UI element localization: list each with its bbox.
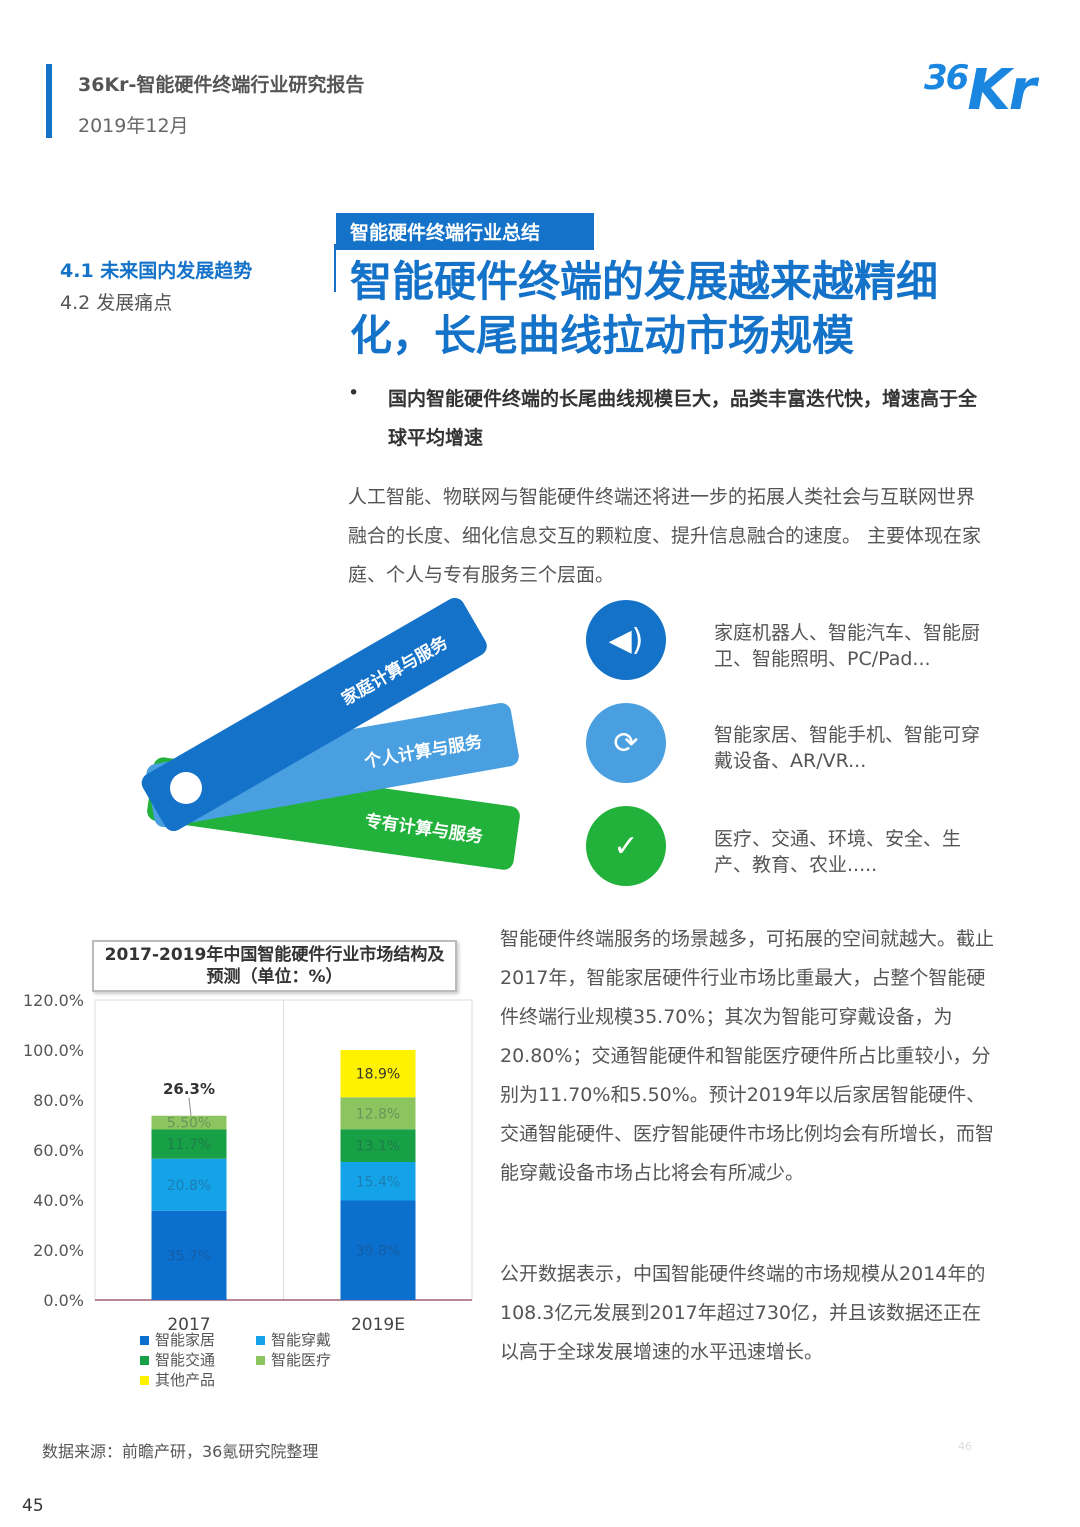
leader-line	[188, 1097, 192, 1116]
subhead: 国内智能硬件终端的长尾曲线规模巨大，品类丰富迭代快，增速高于全球平均增速	[388, 388, 978, 449]
section-tag: 智能硬件终端行业总结	[336, 213, 594, 250]
bar-segment	[151, 1210, 227, 1300]
data-label: 26.3%	[163, 1080, 215, 1098]
legend-label: 智能家居	[155, 1331, 215, 1349]
speaker-icon: ◀)	[586, 600, 666, 680]
category-dedicated-text: 医疗、交通、环境、安全、生产、教育、农业.....	[714, 828, 962, 876]
header-accent-bar	[46, 64, 52, 138]
legend-label: 其他产品	[155, 1371, 215, 1389]
data-label: 11.7%	[167, 1137, 211, 1153]
data-label: 13.1%	[356, 1139, 400, 1155]
bar-segment	[340, 1097, 416, 1130]
bullet-icon: •	[348, 382, 360, 404]
divider	[334, 244, 336, 292]
category-home-text: 家庭机器人、智能汽车、智能厨卫、智能照明、PC/Pad...	[714, 622, 981, 670]
data-label: 39.8%	[356, 1243, 400, 1259]
paragraph-market-size: 公开数据表示，中国智能硬件终端的市场规模从2014年的108.3亿元发展到201…	[500, 1263, 986, 1363]
data-label: 35.7%	[167, 1248, 211, 1264]
chart-title: 2017-2019年中国智能硬件行业市场结构及预测（单位：%）	[92, 940, 457, 992]
page-number: 45	[22, 1496, 44, 1516]
report-title: 36Kr-智能硬件终端行业研究报告	[78, 74, 365, 96]
hole-icon	[170, 772, 202, 804]
report-date: 2019年12月	[78, 115, 189, 137]
legend-swatch	[140, 1336, 149, 1345]
y-tick-label: 80.0%	[33, 1091, 84, 1110]
category-personal-text: 智能家居、智能手机、智能可穿戴设备、AR/VR...	[714, 724, 981, 772]
y-tick-label: 20.0%	[33, 1241, 84, 1260]
data-label: 5.50%	[167, 1116, 211, 1132]
tab-label: 专有计算与服务	[363, 810, 485, 847]
nav-item-trends[interactable]: 4.1 未来国内发展趋势	[60, 260, 253, 282]
logo-36kr: 36Kr	[924, 58, 1036, 123]
legend-label: 智能交通	[155, 1351, 215, 1369]
shield-check-icon: ✓	[586, 806, 666, 886]
y-tick-label: 120.0%	[23, 991, 84, 1010]
nav-item-pain-points[interactable]: 4.2 发展痛点	[60, 292, 173, 314]
data-source: 数据来源：前瞻产研，36氪研究院整理	[42, 1442, 319, 1461]
x-tick-label: 2019E	[351, 1315, 405, 1335]
bar-segment	[151, 1129, 227, 1159]
tab-label: 个人计算与服务	[362, 731, 484, 772]
bar-segment	[151, 1115, 227, 1130]
data-label: 12.8%	[356, 1106, 400, 1122]
sync-icon: ⟳	[586, 703, 666, 783]
legend-swatch	[256, 1356, 265, 1365]
legend-label: 智能穿戴	[271, 1331, 331, 1349]
bar-segment	[340, 1200, 416, 1300]
y-tick-label: 40.0%	[33, 1191, 84, 1210]
legend-swatch	[140, 1376, 149, 1385]
y-tick-label: 0.0%	[43, 1291, 84, 1310]
data-label: 20.8%	[167, 1178, 211, 1194]
legend-label: 智能医疗	[271, 1351, 331, 1369]
paragraph-intro: 人工智能、物联网与智能硬件终端还将进一步的拓展人类社会与互联网世界融合的长度、细…	[348, 486, 982, 586]
bar-segment	[340, 1050, 416, 1098]
data-label: 18.9%	[356, 1067, 400, 1083]
tab-label: 家庭计算与服务	[338, 632, 452, 710]
paragraph-market-share: 智能硬件终端服务的场景越多，可拓展的空间就越大。截止2017年，智能家居硬件行业…	[500, 928, 995, 1184]
y-tick-label: 60.0%	[33, 1141, 84, 1160]
bar-segment	[151, 1158, 227, 1211]
stacked-bar-chart: 0.0% 20.0% 40.0% 60.0% 80.0% 100.0% 120.0% 35.7…	[23, 991, 473, 1389]
bar-segment	[340, 1129, 416, 1162]
legend-swatch	[256, 1336, 265, 1345]
bar-segment	[340, 1162, 416, 1201]
data-label: 15.4%	[356, 1174, 400, 1190]
y-tick-label: 100.0%	[23, 1041, 84, 1060]
x-tick-label: 2017	[167, 1315, 210, 1335]
faint-page-number: 46	[958, 1440, 972, 1453]
headline: 智能硬件终端的发展越来越精细化，长尾曲线拉动市场规模	[350, 257, 939, 360]
legend-swatch	[140, 1356, 149, 1365]
